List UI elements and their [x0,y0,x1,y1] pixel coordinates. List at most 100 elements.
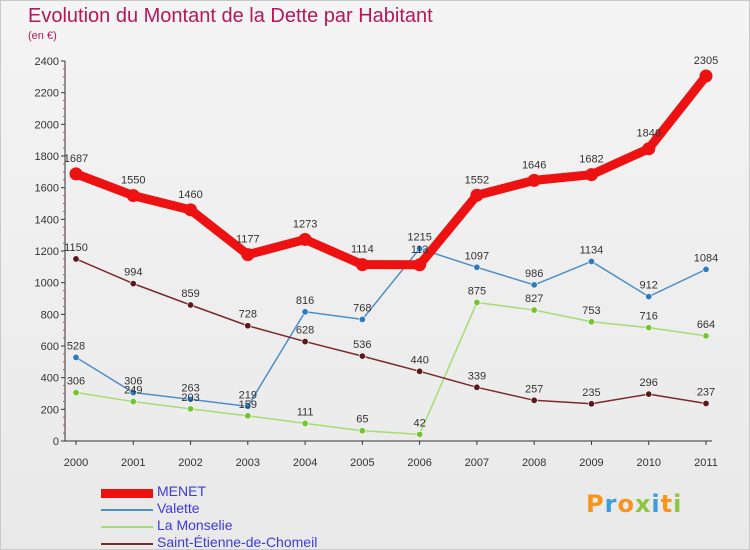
data-label: 1150 [64,242,88,254]
data-point [187,405,195,413]
data-label: 986 [525,268,543,280]
data-label: 159 [239,399,257,411]
series-line-saint-etienne-de-chomeil [75,258,707,405]
series-menet: 1687 1550 1460 1177 1273 1114 113 1552 1646 1682 1… [64,55,718,272]
data-label: 1097 [465,250,489,262]
data-label: 536 [353,339,371,351]
chart-title: Evolution du Montant de la Dette par Hab… [28,5,433,27]
data-label: 664 [697,319,715,331]
x-tick-label: 2004 [293,457,317,469]
data-point [301,419,309,427]
data-label: 263 [181,382,199,394]
data-label: 339 [468,370,486,382]
data-point [702,332,710,340]
chart-subtitle: (en €) [28,30,57,42]
x-tick-label: 2011 [694,457,718,469]
x-tick-label: 2003 [236,457,260,469]
legend-label: Saint-Étienne-de-Chomeil [157,534,318,550]
y-tick-label: 800 [41,309,59,321]
data-point [584,168,598,182]
y-tick-label: 400 [41,373,59,385]
logo-letter: x [634,490,652,518]
legend-swatch [101,509,153,511]
data-label: 875 [468,285,486,297]
data-point [72,353,80,361]
data-point [530,306,538,314]
data-label: 1552 [465,174,489,186]
data-point [244,402,252,410]
data-point [244,322,252,330]
data-point [416,430,424,438]
series-line-la-monselie [75,301,707,436]
data-label: 728 [239,309,257,321]
data-point [416,367,424,375]
data-label: 1177 [236,234,260,246]
data-point [301,338,309,346]
data-label: 994 [124,267,142,279]
y-tick-label: 1000 [35,278,59,290]
data-point [587,257,595,265]
data-label: 912 [640,280,658,292]
data-point [298,232,312,246]
data-label: 768 [353,302,371,314]
series-saint-etienne-de-chomeil: 1150 994 859 728 628 536 440 339 257 235 296 237 [64,242,715,408]
data-point [358,427,366,435]
logo-letter: i [673,490,683,518]
y-tick-label: 1200 [35,246,59,258]
data-point [184,203,198,217]
data-point [358,352,366,360]
data-point [702,265,710,273]
data-label: 2305 [694,55,718,67]
data-label: 1114 [351,244,374,256]
data-point [473,383,481,391]
data-point [355,258,369,272]
series-valette: 528 306 263 219 816 768 1215 1097 986 1134 912 1084 [67,232,718,410]
data-point [473,263,481,271]
data-label: 1846 [636,128,660,140]
data-point [699,69,713,83]
data-point [129,280,137,288]
data-point [645,324,653,332]
data-point [69,167,83,181]
x-tick-label: 2002 [178,457,202,469]
data-label: 203 [181,392,199,404]
legend-swatch [101,543,153,545]
data-point [527,173,541,187]
x-tick-label: 2005 [350,457,374,469]
legend-label: MENET [157,483,206,499]
data-point [187,395,195,403]
data-label: 65 [356,414,368,426]
legend-label: La Monselie [157,517,233,533]
data-point [702,399,710,407]
y-tick-label: 2000 [35,119,59,131]
data-label: 1084 [694,252,718,264]
data-label: 111 [297,406,314,418]
series-line-menet [71,71,711,270]
logo-letter: P [586,490,605,518]
x-tick-label: 2008 [522,457,546,469]
data-label: 257 [525,383,543,395]
data-point [470,188,484,202]
logo-letter: r [604,490,618,518]
data-label: 1646 [522,159,546,171]
legend-label: Valette [157,500,200,516]
data-label: 306 [67,376,85,388]
data-point [645,390,653,398]
y-tick-label: 2400 [35,56,59,68]
data-point [530,396,538,404]
data-point [530,281,538,289]
data-label: 753 [582,305,600,317]
data-label: 816 [296,295,314,307]
data-label: 1215 [407,232,431,244]
data-point [416,245,424,253]
data-label: 306 [124,376,142,388]
x-tick-label: 2000 [64,457,88,469]
data-label: 296 [640,377,658,389]
data-label: 249 [124,385,142,397]
x-tick-label: 2007 [465,457,489,469]
data-point [187,301,195,309]
data-label: 528 [67,340,85,352]
